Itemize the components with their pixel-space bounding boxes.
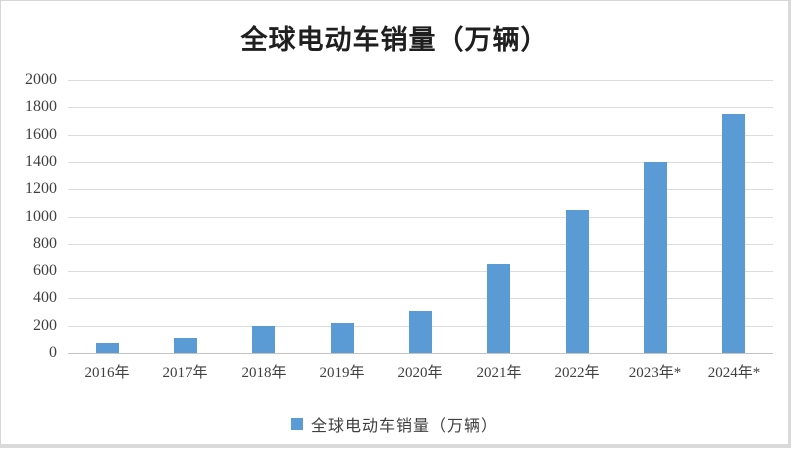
chart-title: 全球电动车销量（万辆） [240, 25, 549, 55]
y-axis-tick-label: 1600 [25, 126, 57, 143]
bar-2016年 [96, 343, 119, 353]
gridline [68, 162, 773, 163]
y-axis-tick-label: 1000 [25, 208, 57, 225]
plot-area [68, 80, 773, 354]
y-axis-tick-label: 200 [33, 317, 57, 334]
gridline [68, 244, 773, 245]
bar-2023年* [644, 162, 667, 353]
y-axis-tick-label: 1200 [25, 180, 57, 197]
gridline [68, 271, 773, 272]
bar-2021年 [487, 264, 510, 353]
y-axis-tick-label: 1800 [25, 98, 57, 115]
bar-2017年 [174, 338, 197, 353]
gridline [68, 135, 773, 136]
x-axis-tick-label: 2019年 [319, 365, 365, 381]
y-axis-tick-label: 800 [33, 235, 57, 252]
x-axis-tick-label: 2016年 [84, 365, 130, 381]
gridline [68, 107, 773, 108]
x-axis-line [68, 353, 773, 354]
y-axis-tick-label: 1400 [25, 153, 57, 170]
y-axis-tick-label: 400 [33, 289, 57, 306]
x-axis-tick-label: 2022年 [554, 365, 600, 381]
x-axis-tick-label: 2017年 [162, 365, 208, 381]
x-axis-tick-label: 2021年 [476, 365, 522, 381]
bar-2018年 [252, 326, 275, 353]
y-axis-tick-label: 2000 [25, 71, 57, 88]
x-axis-tick-label: 2024年* [707, 365, 761, 381]
bar-2020年 [409, 311, 432, 353]
x-axis-tick-label: 2023年* [628, 365, 682, 381]
gridline [68, 80, 773, 81]
x-axis-tick-label: 2018年 [241, 365, 287, 381]
y-axis-tick-label: 0 [49, 344, 57, 361]
legend-swatch [290, 418, 303, 430]
gridline [68, 217, 773, 218]
legend: 全球电动车销量（万辆） [1, 412, 788, 436]
x-axis-tick-label: 2020年 [397, 365, 443, 381]
bar-2024年* [722, 114, 745, 353]
bar-2019年 [331, 323, 354, 353]
bar-2022年 [566, 210, 589, 353]
legend-label: 全球电动车销量（万辆） [310, 418, 498, 435]
y-axis-tick-label: 600 [33, 262, 57, 279]
gridline [68, 298, 773, 299]
gridline [68, 189, 773, 190]
